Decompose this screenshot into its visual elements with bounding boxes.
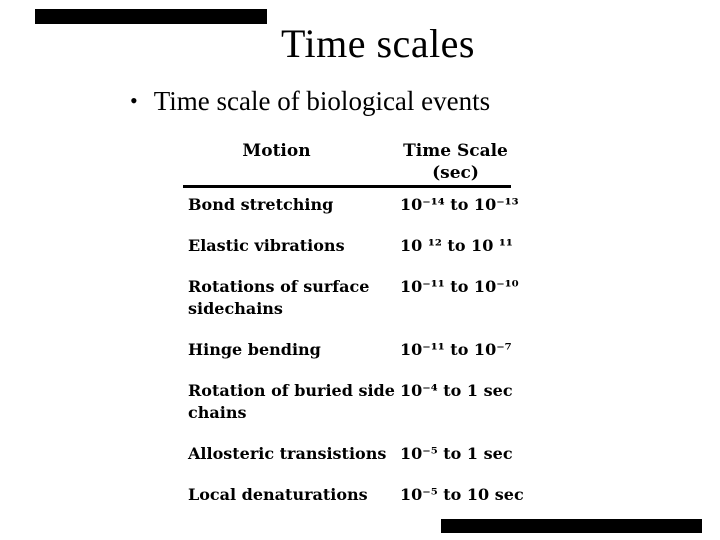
page-title: Time scales <box>280 21 475 66</box>
motion-cell: Bond stretching <box>188 195 334 214</box>
time-cell: 10⁻¹¹ to 10⁻¹⁰ <box>400 277 519 296</box>
table-row: Hinge bending 10⁻¹¹ to 10⁻⁷ <box>183 339 512 361</box>
column-header-time-scale: Time Scale (sec) <box>400 140 511 184</box>
table-row: Local denaturations 10⁻⁵ to 10 sec <box>183 484 524 506</box>
table-row: Bond stretching 10⁻¹⁴ to 10⁻¹³ <box>183 194 519 216</box>
motion-cell: Rotation of buried side chains <box>188 381 395 422</box>
redaction-bar-bottom <box>441 519 702 533</box>
motion-cell: Elastic vibrations <box>188 236 345 255</box>
bullet-line: • Time scale of biological events <box>130 86 490 117</box>
column-header-motion: Motion <box>242 141 311 161</box>
motion-cell: Rotations of surface sidechains <box>188 277 370 318</box>
column-header-time-scale-line1: Time Scale <box>403 141 508 161</box>
table-body: Bond stretching 10⁻¹⁴ to 10⁻¹³ Elastic v… <box>183 188 524 506</box>
time-cell: 10⁻⁵ to 10 sec <box>400 485 524 504</box>
table-row: Rotations of surface sidechains 10⁻¹¹ to… <box>183 276 519 320</box>
time-scale-table: Motion Time Scale (sec) Bond stretching … <box>183 140 524 525</box>
column-header-time-scale-line2: (sec) <box>432 163 479 183</box>
time-cell: 10⁻⁴ to 1 sec <box>400 381 513 400</box>
time-cell: 10⁻¹¹ to 10⁻⁷ <box>400 340 512 359</box>
motion-cell: Hinge bending <box>188 340 321 359</box>
table-row: Elastic vibrations 10 ¹² to 10 ¹¹ <box>183 235 513 257</box>
time-cell: 10 ¹² to 10 ¹¹ <box>400 236 513 255</box>
table-header-row: Motion Time Scale (sec) <box>183 140 511 188</box>
motion-cell: Local denaturations <box>188 485 368 504</box>
motion-cell: Allosteric transistions <box>188 444 387 463</box>
table-row: Allosteric transistions 10⁻⁵ to 1 sec <box>183 443 513 465</box>
table-row: Rotation of buried side chains 10⁻⁴ to 1… <box>183 380 513 424</box>
time-cell: 10⁻¹⁴ to 10⁻¹³ <box>400 195 519 214</box>
bullet-text: Time scale of biological events <box>153 86 491 116</box>
time-cell: 10⁻⁵ to 1 sec <box>400 444 513 463</box>
redaction-bar-top <box>35 9 267 24</box>
bullet-icon: • <box>130 88 138 113</box>
